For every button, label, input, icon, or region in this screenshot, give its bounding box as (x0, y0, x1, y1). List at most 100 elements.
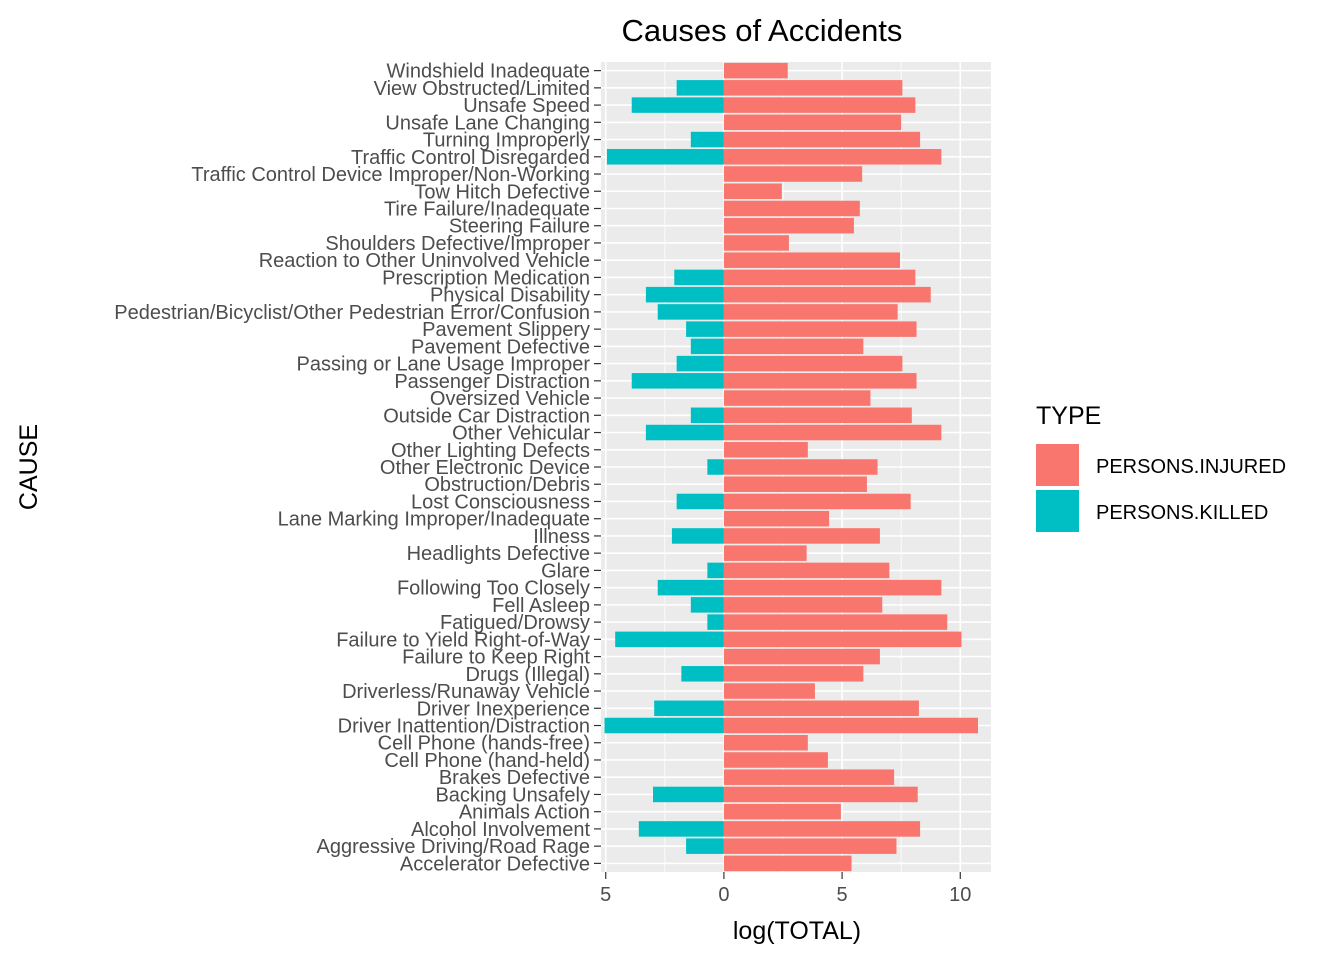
bar-persons-killed (676, 80, 724, 96)
bar-persons-injured (723, 114, 902, 131)
category-label: Obstruction/Debris (424, 474, 590, 496)
bar-persons-injured (723, 493, 911, 510)
bar-persons-injured (723, 631, 962, 648)
bar-persons-killed (653, 786, 724, 803)
bar-persons-injured (723, 700, 919, 717)
bar-persons-injured (723, 217, 854, 234)
x-tick-label: 0 (718, 884, 729, 906)
bar-persons-injured (723, 131, 921, 148)
bar-persons-killed (657, 579, 724, 596)
category-label: Unsafe Lane Changing (385, 112, 590, 134)
bar-persons-injured (723, 338, 864, 355)
chart-title: Causes of Accidents (622, 13, 903, 48)
category-label: Turning Improperly (423, 130, 590, 152)
category-label: Pavement Defective (411, 336, 590, 358)
category-label: Accelerator Defective (400, 853, 590, 875)
bar-persons-killed (657, 304, 724, 320)
category-label: Outside Car Distraction (383, 405, 590, 427)
bar-persons-injured (723, 183, 782, 200)
category-label: Brakes Defective (439, 767, 590, 789)
bar-persons-injured (723, 683, 815, 699)
bar-persons-killed (638, 821, 724, 837)
bar-persons-injured (723, 752, 828, 768)
bar-persons-killed (690, 338, 724, 355)
bar-persons-killed (686, 838, 724, 854)
bar-persons-injured (723, 97, 916, 113)
bar-persons-killed (690, 131, 724, 148)
bar-persons-injured (723, 407, 912, 424)
bar-persons-injured (723, 424, 942, 441)
bar-persons-killed (707, 614, 724, 630)
bar-persons-killed (707, 459, 724, 475)
category-label: Lost Consciousness (411, 491, 590, 513)
bar-persons-killed (671, 528, 724, 544)
category-label: Windshield Inadequate (387, 61, 590, 83)
category-label: Cell Phone (hands-free) (378, 733, 590, 755)
bar-persons-injured (723, 166, 863, 182)
category-label: Glare (541, 560, 590, 582)
category-label: Pavement Slippery (422, 319, 590, 341)
bars (604, 62, 978, 872)
x-tick-label: 5 (837, 884, 848, 906)
x-axis-title: log(TOTAL) (733, 917, 861, 945)
category-label: Lane Marking Improper/Inadequate (278, 509, 590, 531)
bar-persons-injured (723, 614, 948, 630)
bar-persons-injured (723, 855, 852, 872)
category-label: Fell Asleep (492, 595, 590, 617)
legend-label: PERSONS.INJURED (1096, 456, 1286, 478)
bar-persons-injured (723, 476, 867, 492)
bar-persons-injured (723, 373, 917, 389)
category-label: Oversized Vehicle (430, 388, 590, 410)
bar-persons-killed (606, 149, 724, 165)
bar-persons-injured (723, 442, 808, 458)
bar-persons-killed (631, 97, 724, 113)
category-label: Tire Failure/Inadequate (384, 198, 590, 220)
bar-persons-killed (690, 597, 724, 613)
category-label: Cell Phone (hand-held) (384, 750, 590, 772)
bar-persons-killed (645, 286, 724, 303)
bar-persons-injured (723, 62, 788, 79)
bar-persons-injured (723, 562, 890, 579)
bar-persons-injured (723, 648, 880, 665)
category-label: Traffic Control Disregarded (351, 147, 590, 169)
bar-persons-injured (723, 734, 808, 751)
bar-persons-injured (723, 149, 942, 165)
category-label: Aggressive Driving/Road Rage (317, 836, 590, 858)
bar-persons-killed (674, 269, 724, 286)
category-label: Traffic Control Device Improper/Non-Work… (191, 164, 590, 186)
category-label: Tow Hitch Defective (414, 181, 590, 203)
category-label: Driver Inattention/Distraction (338, 716, 590, 738)
bar-persons-killed (707, 562, 724, 579)
bar-persons-injured (723, 200, 860, 217)
category-label: Backing Unsafely (435, 784, 590, 806)
category-label: Failure to Yield Right-of-Way (336, 629, 590, 651)
bar-persons-killed (604, 717, 724, 734)
bar-persons-injured (723, 286, 931, 303)
bar-persons-injured (723, 80, 903, 96)
category-label: Other Vehicular (452, 423, 590, 445)
category-label: Unsafe Speed (463, 95, 590, 117)
bar-persons-killed (645, 424, 724, 441)
bar-persons-injured (723, 769, 895, 785)
category-label: Other Lighting Defects (391, 440, 590, 462)
bar-persons-injured (723, 390, 871, 406)
bar-persons-injured (723, 510, 830, 527)
bar-persons-injured (723, 545, 807, 561)
category-label: Pedestrian/Bicyclist/Other Pedestrian Er… (114, 302, 590, 324)
bar-persons-injured (723, 666, 864, 682)
x-axis-ticks: 5 0 5 10 (600, 872, 971, 906)
legend-key-persons-injured (1036, 444, 1079, 486)
bar-persons-killed (676, 493, 724, 510)
legend-title: TYPE (1036, 402, 1101, 430)
x-tick-label: 10 (949, 884, 971, 906)
category-label: Reaction to Other Uninvolved Vehicle (259, 250, 590, 272)
bar-persons-injured (723, 321, 917, 337)
bar-persons-injured (723, 579, 942, 596)
x-tick-label: 5 (600, 884, 611, 906)
category-label: Driverless/Runaway Vehicle (342, 681, 590, 703)
bar-persons-injured (723, 597, 883, 613)
category-label: Drugs (Illegal) (466, 664, 590, 686)
bar-persons-injured (723, 786, 918, 803)
